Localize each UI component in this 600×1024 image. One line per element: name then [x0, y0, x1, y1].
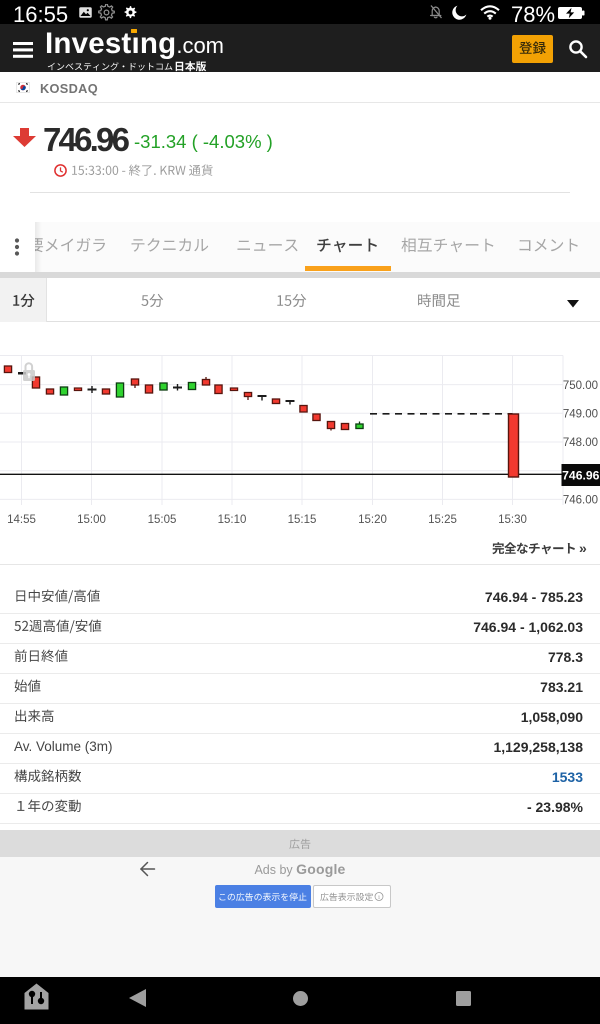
svg-text:14:55: 14:55: [7, 514, 36, 526]
svg-text:15:25: 15:25: [428, 514, 457, 526]
svg-text:749.00: 749.00: [563, 409, 598, 421]
svg-text:750.00: 750.00: [563, 380, 598, 392]
svg-text:15:20: 15:20: [358, 514, 387, 526]
svg-text:i: i: [378, 894, 380, 901]
svg-text:748.00: 748.00: [563, 437, 598, 449]
svg-text:15:00: 15:00: [77, 514, 106, 526]
svg-text:15:10: 15:10: [218, 514, 247, 526]
svg-text:15:15: 15:15: [288, 514, 317, 526]
svg-text:15:30: 15:30: [498, 514, 527, 526]
svg-text:746.00: 746.00: [563, 495, 598, 507]
svg-text:15:05: 15:05: [148, 514, 177, 526]
svg-text:746.96: 746.96: [562, 469, 599, 483]
svg-text:»: »: [579, 540, 587, 556]
